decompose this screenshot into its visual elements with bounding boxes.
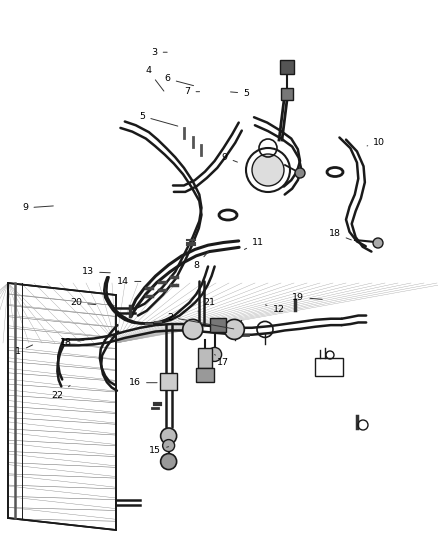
- Text: 18: 18: [329, 229, 351, 240]
- FancyBboxPatch shape: [160, 373, 177, 390]
- Text: 4: 4: [145, 66, 164, 91]
- Text: 13: 13: [82, 268, 110, 276]
- Text: 2: 2: [167, 313, 234, 329]
- FancyBboxPatch shape: [280, 60, 294, 74]
- Circle shape: [161, 428, 177, 444]
- Text: 17: 17: [215, 354, 229, 367]
- Text: 6: 6: [165, 75, 194, 86]
- Text: 10: 10: [367, 139, 385, 147]
- Text: 7: 7: [184, 87, 200, 96]
- Text: 12: 12: [265, 305, 284, 313]
- Circle shape: [373, 238, 383, 248]
- Text: 9: 9: [22, 204, 53, 212]
- Text: 19: 19: [293, 293, 322, 302]
- FancyBboxPatch shape: [198, 348, 212, 368]
- Text: 14: 14: [117, 277, 141, 286]
- Circle shape: [161, 454, 177, 470]
- Circle shape: [295, 168, 305, 178]
- Text: 15: 15: [149, 446, 169, 455]
- Text: 3: 3: [152, 48, 167, 56]
- Text: 5: 5: [230, 89, 249, 98]
- Text: 5: 5: [139, 112, 178, 126]
- Text: 11: 11: [244, 238, 264, 249]
- Circle shape: [252, 154, 284, 186]
- FancyBboxPatch shape: [196, 368, 214, 382]
- Circle shape: [224, 319, 244, 340]
- Text: 20: 20: [71, 298, 96, 307]
- Text: 16: 16: [129, 378, 157, 387]
- Text: 8: 8: [193, 252, 208, 270]
- Text: 22: 22: [52, 385, 70, 400]
- Circle shape: [162, 440, 175, 451]
- Text: 18: 18: [60, 338, 84, 346]
- Bar: [315, 358, 343, 376]
- FancyBboxPatch shape: [281, 88, 293, 100]
- Circle shape: [208, 348, 222, 361]
- FancyBboxPatch shape: [210, 318, 226, 332]
- Text: 21: 21: [198, 298, 215, 312]
- Text: 1: 1: [15, 345, 32, 356]
- Text: 9: 9: [222, 153, 237, 162]
- Circle shape: [183, 319, 203, 340]
